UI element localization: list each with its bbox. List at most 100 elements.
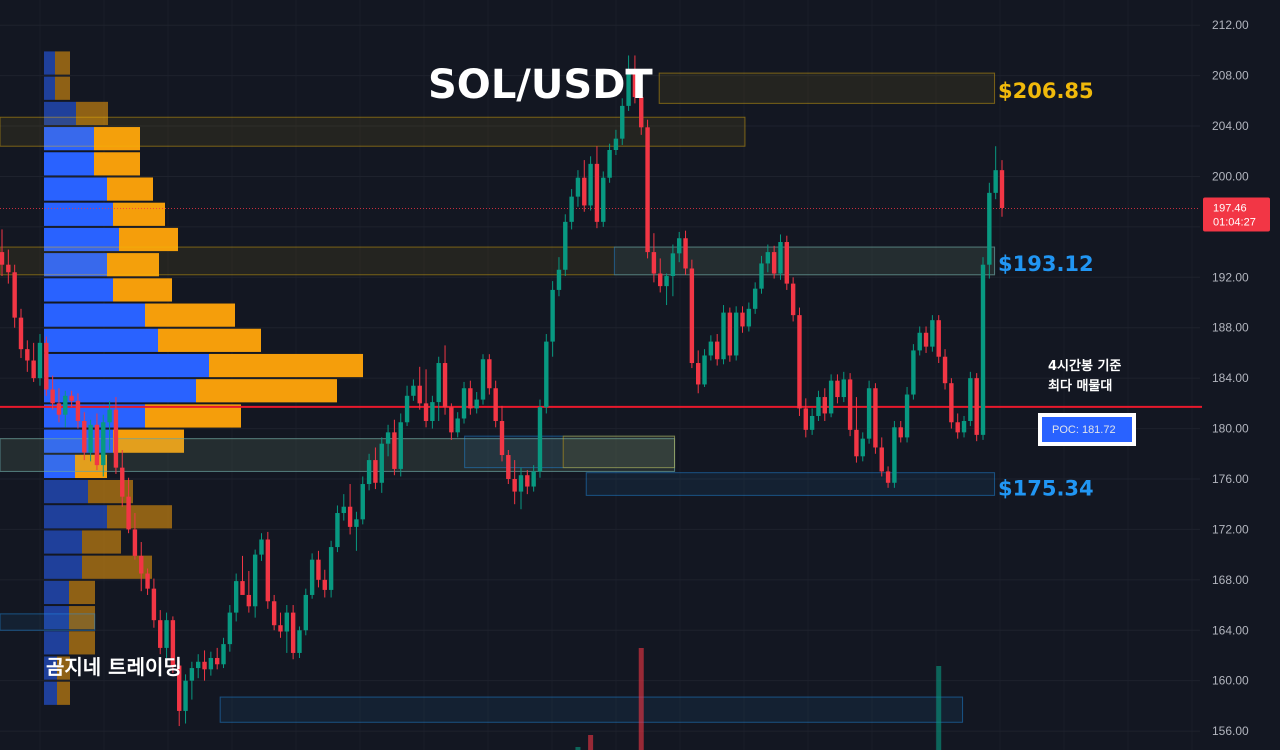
candle-body-43 [271, 601, 277, 626]
zone-support-9 [0, 613, 96, 631]
candle-body-23 [145, 573, 150, 589]
candle-body-59 [373, 460, 378, 483]
vp-sell-12 [209, 353, 363, 378]
candle-body-80 [506, 455, 511, 479]
candle-body-122 [771, 252, 777, 274]
candle-body-27 [170, 620, 176, 666]
vp-sell-15 [113, 429, 184, 453]
vp-buy-22 [44, 606, 69, 630]
candle-body-141 [892, 427, 897, 483]
candle-body-12 [75, 400, 81, 422]
candle-body-121 [765, 252, 771, 264]
level-label-206: $206.85 [998, 79, 1094, 103]
candle-body-155 [980, 264, 986, 435]
candle-body-53 [335, 513, 340, 548]
candle-body-79 [499, 421, 505, 456]
y-tick-label-13: 160.00 [1212, 674, 1249, 688]
vp-sell-17 [88, 479, 133, 504]
zone-resistance-2 [0, 246, 996, 276]
candle-body-119 [752, 288, 758, 309]
candle-body-128 [809, 415, 815, 430]
candle-body-116 [733, 312, 739, 356]
y-tick-label-11: 168.00 [1212, 573, 1249, 587]
y-tick-label-10: 172.00 [1212, 522, 1249, 536]
candle-body-82 [518, 475, 524, 492]
candle-body-152 [961, 421, 967, 433]
candle-body-143 [904, 394, 910, 438]
price-axis[interactable]: 212.00208.00204.00200.00196.00192.00188.… [1212, 18, 1249, 738]
vp-buy-24 [44, 656, 57, 680]
vp-buy-6 [44, 202, 113, 226]
candle-body-129 [816, 397, 821, 416]
candle-body-15 [94, 424, 100, 466]
candle-body-55 [347, 506, 353, 527]
candle-body-72 [455, 418, 460, 433]
candle-body-127 [803, 408, 808, 430]
zone-support-10 [219, 696, 964, 723]
vp-sell-2 [76, 101, 108, 126]
candle-body-85 [537, 407, 543, 472]
candle-body-81 [512, 478, 517, 492]
candle-body-36 [227, 612, 233, 645]
y-tick-label-8: 180.00 [1212, 422, 1249, 436]
candle-body-63 [398, 422, 403, 469]
candle-body-106 [670, 253, 676, 277]
y-tick-label-14: 156.00 [1212, 724, 1249, 738]
candle-body-62 [392, 432, 397, 469]
zone-support-5 [0, 438, 676, 472]
candle-body-28 [177, 665, 182, 711]
current-price-tag[interactable]: 197.46 01:04:27 [1203, 197, 1270, 232]
candle-body-22 [139, 555, 144, 574]
candle-body-26 [164, 620, 169, 648]
candle-body-112 [708, 341, 714, 356]
vp-sell-6 [113, 202, 165, 226]
candle-body-20 [126, 496, 131, 530]
vp-sell-3 [94, 127, 140, 151]
candle-body-115 [727, 312, 733, 356]
candle-body-70 [442, 363, 448, 408]
candle-body-35 [221, 644, 226, 665]
candle-body-99 [626, 70, 631, 106]
y-tick-label-9: 176.00 [1212, 472, 1249, 486]
candle-body-123 [778, 242, 783, 274]
zone-resistance-7 [562, 435, 676, 469]
candle-body-19 [120, 467, 125, 497]
candle-body-16 [101, 422, 106, 466]
poc-label: POC: 181.72 [1038, 413, 1136, 446]
vp-sell-24 [57, 656, 70, 680]
candle-body-39 [246, 594, 252, 607]
vp-buy-7 [44, 227, 119, 252]
candle-body-65 [411, 385, 416, 396]
y-tick-label-12: 164.00 [1212, 623, 1249, 637]
candle-body-108 [683, 238, 688, 269]
candle-body-147 [930, 320, 935, 347]
candle-body-71 [449, 407, 454, 433]
level-label-193: $193.12 [998, 252, 1094, 276]
candle-body-25 [158, 620, 163, 648]
candle-body-54 [341, 506, 346, 514]
vp-sell-4 [94, 152, 140, 176]
candle-body-67 [423, 403, 429, 422]
vp-buy-25 [44, 681, 57, 705]
candle-body-113 [714, 341, 720, 360]
poc-label-text: POC: 181.72 [1052, 424, 1116, 436]
vp-buy-2 [44, 101, 76, 126]
candle-body-40 [252, 554, 258, 607]
candle-body-58 [366, 460, 372, 485]
level-labels: $206.85 $193.12 $175.34 [998, 79, 1094, 500]
candle-body-102 [645, 127, 650, 253]
zone-resistance-0 [658, 72, 996, 104]
vp-buy-18 [44, 505, 107, 529]
candle-body-3 [18, 317, 24, 350]
candle-body-18 [113, 409, 119, 468]
level-label-175: $175.34 [998, 476, 1094, 500]
candle-body-24 [151, 588, 157, 621]
candle-body-83 [525, 475, 530, 487]
candle-body-88 [556, 269, 562, 290]
vp-buy-17 [44, 479, 88, 504]
candle-body-77 [487, 359, 492, 389]
candle-body-33 [208, 657, 214, 670]
candle-body-1 [6, 264, 11, 273]
candle-body-107 [677, 238, 682, 254]
